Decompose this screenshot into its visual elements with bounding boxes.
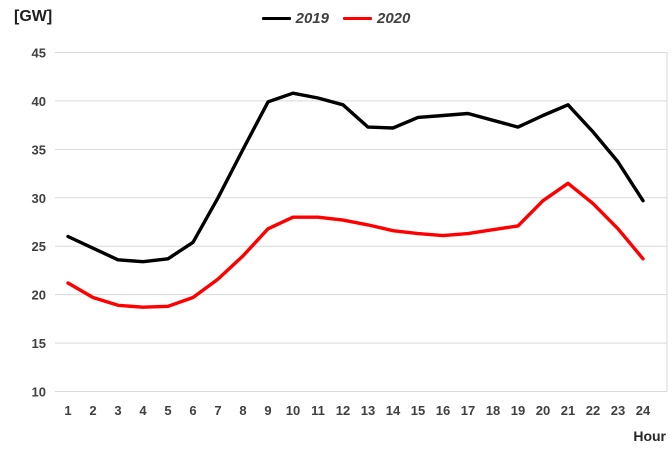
x-tick-label: 7 <box>214 403 221 418</box>
x-tick-label: 2 <box>89 403 96 418</box>
x-tick-label: 1 <box>64 403 71 418</box>
series-line-2019 <box>66 91 645 264</box>
y-tick-label: 20 <box>32 288 46 303</box>
x-tick-label: 8 <box>239 403 246 418</box>
y-tick-label: 30 <box>32 191 46 206</box>
y-tick-label: 25 <box>32 239 46 254</box>
x-tick-label: 4 <box>139 403 147 418</box>
x-tick-label: 5 <box>164 403 171 418</box>
x-tick-label: 11 <box>311 403 325 418</box>
x-tick-label: 14 <box>386 403 401 418</box>
y-tick-label: 45 <box>32 46 46 61</box>
x-axis-title: Hour <box>633 428 666 444</box>
x-tick-label: 22 <box>586 403 600 418</box>
x-tick-label: 15 <box>411 403 425 418</box>
x-tick-label: 17 <box>461 403 475 418</box>
x-tick-label: 21 <box>561 403 575 418</box>
x-tick-label: 12 <box>336 403 350 418</box>
x-tick-label: 9 <box>264 403 271 418</box>
x-tick-label: 13 <box>361 403 375 418</box>
y-axis-unit-label: [GW] <box>14 8 53 25</box>
x-tick-label: 3 <box>114 403 121 418</box>
x-tick-label: 18 <box>486 403 500 418</box>
x-tick-label: 23 <box>611 403 625 418</box>
x-tick-label: 6 <box>189 403 196 418</box>
y-tick-label: 15 <box>32 336 46 351</box>
x-tick-label: 16 <box>436 403 450 418</box>
x-tick-label: 24 <box>636 403 651 418</box>
x-tick-label: 10 <box>286 403 300 418</box>
y-tick-label: 10 <box>32 385 46 400</box>
y-tick-label: 40 <box>32 94 46 109</box>
y-tick-label: 35 <box>32 142 46 157</box>
x-tick-label: 19 <box>511 403 525 418</box>
x-tick-label: 20 <box>536 403 550 418</box>
series-line-2020 <box>66 181 645 309</box>
